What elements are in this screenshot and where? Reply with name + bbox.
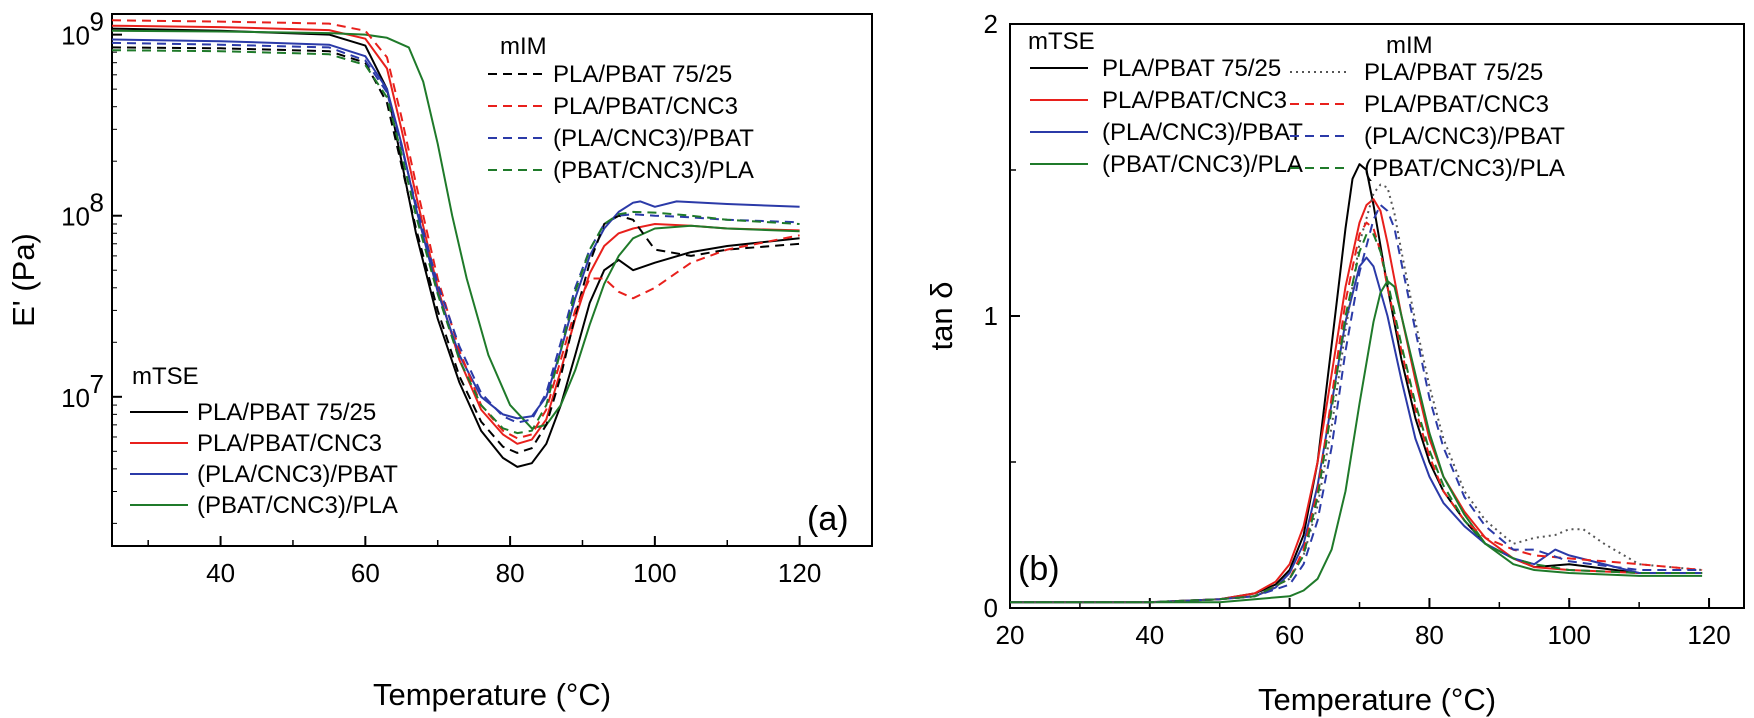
legend-title: mIM	[500, 33, 547, 60]
x-tick-label: 40	[206, 558, 235, 588]
legend-label: (PBAT/CNC3)/PLA	[1364, 155, 1565, 182]
y-tick-label: 10	[61, 383, 90, 413]
y-tick-exponent: 8	[90, 188, 104, 218]
legend-group: mTSE PLA/PBAT 75/25 PLA/PBAT/CNC3 (PLA/CNC3…	[1028, 28, 1565, 182]
series-line-mtse-pla-pbat-cnc3	[111, 24, 800, 445]
x-axis-title: Temperature (°C)	[373, 677, 611, 712]
x-tick-label: 120	[1687, 620, 1730, 650]
y-axis-title: tan δ	[924, 282, 959, 351]
plot-frame	[111, 13, 873, 547]
x-tick-label: 100	[1548, 620, 1591, 650]
y-tick-exponent: 9	[90, 7, 104, 37]
panel-label: (a)	[807, 500, 849, 538]
y-tick-label: 10	[61, 202, 90, 232]
legend-label: PLA/PBAT 75/25	[197, 399, 376, 426]
series-line-mim-pbat-cnc3-pla	[111, 49, 800, 435]
x-axis-ticks: 40 60 80 100 120	[147, 536, 821, 588]
series-line-mim-pla-cnc3-pbat	[1010, 204, 1703, 604]
series-line-mtse-pbat-cnc3-pla	[1010, 280, 1703, 604]
legend-label: (PLA/CNC3)/PBAT	[553, 125, 754, 152]
legend-label: (PLA/CNC3)/PBAT	[197, 461, 398, 488]
x-tick-label: 100	[633, 558, 676, 588]
series-group	[1010, 163, 1703, 604]
series-line-mtse-pla-pbat-cnc3	[1010, 198, 1703, 604]
x-tick-label: 60	[351, 558, 380, 588]
x-tick-label: 80	[1415, 620, 1444, 650]
series-group	[111, 19, 800, 468]
legend-label: PLA/PBAT/CNC3	[197, 430, 382, 457]
legend-title: mTSE	[1028, 28, 1095, 55]
legend-label: (PBAT/CNC3)/PLA	[1102, 151, 1303, 178]
series-line-mtse-pla-cnc3-pbat	[111, 38, 800, 420]
series-line-mim-pla-pbat-75-25	[1010, 183, 1703, 604]
x-tick-label: 60	[1275, 620, 1304, 650]
legend-label: (PBAT/CNC3)/PLA	[553, 157, 754, 184]
series-line-mim-pla-pbat-75-25	[111, 46, 800, 454]
panel-label: (b)	[1018, 550, 1060, 588]
series-line-mim-pla-pbat-cnc3	[111, 19, 800, 440]
series-line-mim-pbat-cnc3-pla	[1010, 233, 1703, 604]
legend-title: mTSE	[132, 363, 199, 390]
y-tick-label: 1	[984, 301, 998, 331]
legend-label: PLA/PBAT 75/25	[1102, 55, 1281, 82]
x-axis-title: Temperature (°C)	[1258, 682, 1496, 717]
legend-label: PLA/PBAT/CNC3	[1102, 87, 1287, 114]
legend-label: PLA/PBAT/CNC3	[1364, 91, 1549, 118]
legend-label: PLA/PBAT 75/25	[553, 61, 732, 88]
x-tick-label: 120	[778, 558, 821, 588]
legend-title: mIM	[1386, 32, 1433, 59]
legend-label: PLA/PBAT 75/25	[1364, 59, 1543, 86]
y-axis-title: E' (Pa)	[6, 233, 41, 327]
x-axis-ticks: 20 40 60 80 100 120	[996, 598, 1731, 650]
x-tick-label: 40	[1135, 620, 1164, 650]
series-line-mtse-pbat-cnc3-pla	[111, 29, 800, 430]
y-tick-label: 2	[984, 9, 998, 39]
series-line-mtse-pla-pbat-75-25	[1010, 163, 1703, 604]
y-tick-exponent: 7	[90, 369, 104, 399]
legend-label: (PLA/CNC3)/PBAT	[1102, 119, 1303, 146]
legend-label: (PLA/CNC3)/PBAT	[1364, 123, 1565, 150]
x-tick-label: 20	[996, 620, 1025, 650]
legend-label: (PBAT/CNC3)/PLA	[197, 492, 398, 519]
y-tick-label: 0	[984, 593, 998, 623]
y-tick-label: 10	[61, 21, 90, 51]
series-line-mim-pla-cnc3-pbat	[111, 41, 800, 424]
y-axis-ticks: 0 1 2	[984, 9, 1020, 623]
panel-b-tan-delta: 20 40 60 80 100 120 0 1 2 mTSE PLA/PBAT 75/25 PLA…	[924, 9, 1745, 717]
legend-label: PLA/PBAT/CNC3	[553, 93, 738, 120]
x-tick-label: 80	[496, 558, 525, 588]
